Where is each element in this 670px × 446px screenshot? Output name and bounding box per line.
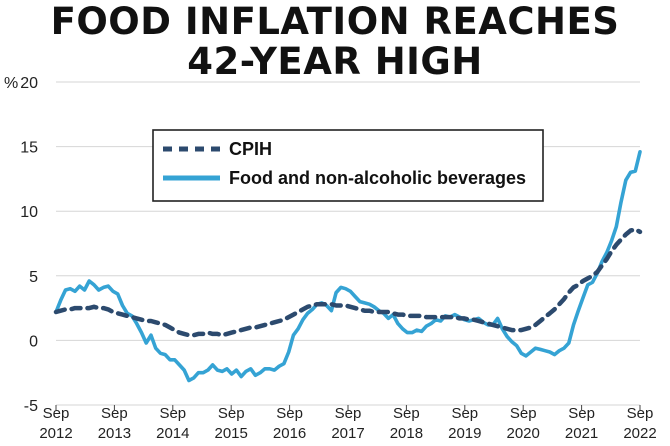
y-axis: -5 0 5 10 15 20%	[4, 75, 38, 415]
x-tick-label-year: 2016	[273, 425, 306, 442]
x-axis: Sep 2012 Sep 2013 Sep 2014 Sep 2015 Sep 2016 Sep 20…	[39, 405, 657, 442]
x-tick-label-year: 2019	[448, 425, 481, 442]
y-axis-unit: %	[4, 75, 18, 92]
x-tick-label-year: 2021	[565, 425, 598, 442]
x-tick-label-year: 2012	[39, 425, 72, 442]
y-tick-label: 15	[20, 140, 38, 157]
legend-label-cpih: CPIH	[229, 139, 272, 159]
x-tick-label-year: 2014	[156, 425, 189, 442]
x-tick-label-year: 2018	[390, 425, 423, 442]
x-tick-label-month: Sep	[510, 405, 537, 422]
x-tick-label-year: 2022	[623, 425, 656, 442]
series-line-cpih	[53, 227, 643, 338]
x-tick-label-year: 2017	[331, 425, 364, 442]
x-tick-label-month: Sep	[101, 405, 128, 422]
series-line-food	[54, 150, 642, 383]
x-tick-label-month: Sep	[627, 405, 654, 422]
legend-label-food: Food and non-alcoholic beverages	[229, 168, 526, 188]
chart-title-line-1: FOOD INFLATION REACHES	[50, 0, 620, 43]
legend: CPIH Food and non-alcoholic beverages	[152, 129, 544, 202]
x-tick-label-month: Sep	[43, 405, 70, 422]
chart-title-line-2: 42-YEAR HIGH	[187, 40, 483, 83]
y-tick-label: 5	[29, 269, 38, 286]
x-tick-label-month: Sep	[218, 405, 245, 422]
x-tick-label-month: Sep	[159, 405, 186, 422]
x-tick-label-year: 2015	[215, 425, 248, 442]
y-tick-label: 10	[20, 204, 38, 221]
y-tick-label: 20	[20, 75, 38, 92]
x-tick-label-month: Sep	[276, 405, 303, 422]
series-lines	[53, 150, 643, 383]
y-tick-label: -5	[24, 398, 38, 415]
x-tick-label-month: Sep	[393, 405, 420, 422]
legend-box	[152, 129, 544, 202]
x-tick-label-month: Sep	[568, 405, 595, 422]
y-tick-label: 0	[29, 333, 38, 350]
x-tick-label-year: 2013	[98, 425, 131, 442]
x-tick-label-month: Sep	[335, 405, 362, 422]
x-tick-label-month: Sep	[451, 405, 478, 422]
x-tick-label-year: 2020	[507, 425, 540, 442]
